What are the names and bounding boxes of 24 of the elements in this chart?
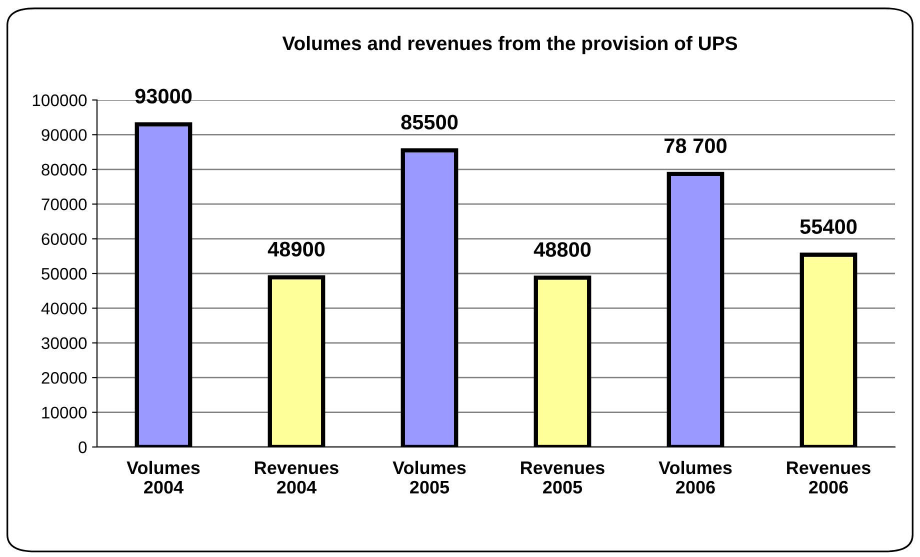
data-label: 48800 — [534, 242, 591, 257]
y-tick-label: 80000 — [42, 164, 87, 176]
data-label: 55400 — [800, 219, 857, 234]
y-tick-label: 20000 — [42, 372, 87, 384]
y-tick-label: 90000 — [42, 129, 87, 141]
x-tick-label: Revenues 2004 — [255, 462, 338, 494]
y-tick-label: 70000 — [42, 198, 87, 210]
y-tick-label: 30000 — [42, 337, 87, 350]
data-label: 93000 — [135, 88, 192, 104]
x-tick-label: Revenues 2006 — [787, 462, 870, 494]
y-tick-label: 50000 — [42, 268, 87, 280]
x-tick-label: Volumes 2004 — [126, 460, 200, 494]
y-tick-label: 0 — [78, 441, 87, 454]
data-label: 48900 — [268, 242, 325, 257]
y-tick-label: 10000 — [42, 406, 87, 419]
y-tick-label: 40000 — [41, 302, 87, 314]
chart-title: Volumes and revenues from the provision of UPS — [282, 36, 738, 54]
x-tick-label: Volumes 2006 — [658, 460, 732, 494]
data-label: 85500 — [401, 114, 458, 130]
x-tick-label: Volumes 2005 — [392, 460, 466, 494]
data-label: 78 700 — [664, 138, 727, 154]
y-tick-label: 60000 — [42, 233, 87, 246]
x-tick-label: Revenues 2005 — [521, 462, 604, 494]
y-tick-label: 100000 — [32, 94, 87, 106]
